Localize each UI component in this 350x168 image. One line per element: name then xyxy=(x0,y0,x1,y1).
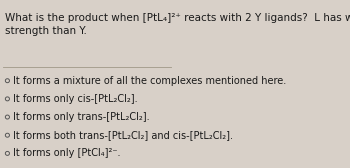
Text: It forms both trans-[PtL₂Cl₂] and cis-[PtL₂Cl₂].: It forms both trans-[PtL₂Cl₂] and cis-[P… xyxy=(13,130,233,140)
Text: It forms only cis-[PtL₂Cl₂].: It forms only cis-[PtL₂Cl₂]. xyxy=(13,94,138,104)
Text: It forms a mixture of all the complexes mentioned here.: It forms a mixture of all the complexes … xyxy=(13,76,287,86)
Text: It forms only trans-[PtL₂Cl₂].: It forms only trans-[PtL₂Cl₂]. xyxy=(13,112,150,122)
Text: What is the product when [PtL₄]²⁺ reacts with 2 Y ligands?  L has weaker trans e: What is the product when [PtL₄]²⁺ reacts… xyxy=(5,13,350,36)
Text: It forms only [PtCl₄]²⁻.: It forms only [PtCl₄]²⁻. xyxy=(13,148,121,158)
